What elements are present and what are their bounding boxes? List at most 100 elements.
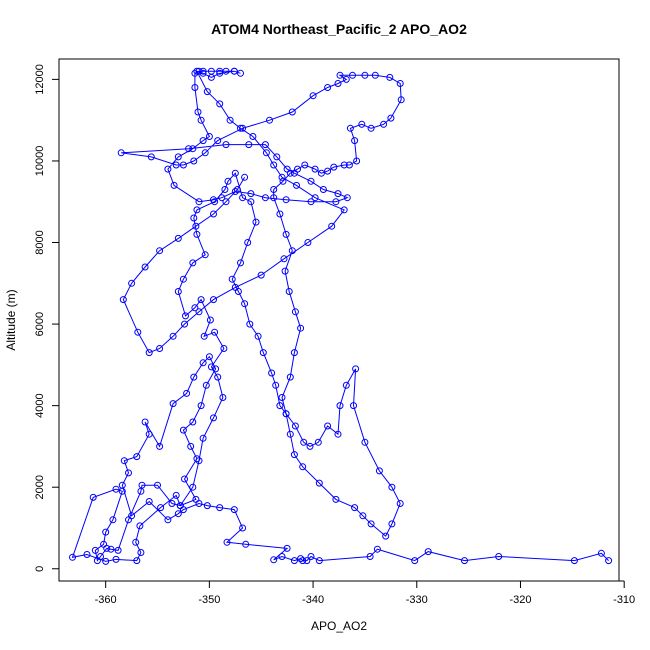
series-line [71, 70, 609, 562]
data-point [336, 71, 344, 79]
data-point [197, 296, 205, 304]
data-point [278, 173, 286, 181]
chart-title: ATOM4 Northeast_Pacific_2 APO_AO2 [211, 21, 467, 37]
data-point [220, 345, 228, 352]
data-point [252, 218, 260, 226]
data-point [351, 504, 359, 512]
data-point [371, 71, 379, 79]
data-point [216, 69, 224, 77]
data-point [353, 157, 361, 165]
data-point [276, 210, 284, 218]
x-tick-label: -340 [302, 594, 324, 606]
data-point [367, 520, 375, 528]
data-point [328, 222, 336, 230]
data-point [109, 516, 117, 524]
data-point [230, 506, 238, 514]
data-point [359, 512, 367, 520]
data-point [334, 430, 342, 438]
data-point [174, 153, 182, 161]
data-point [207, 73, 215, 81]
data-point [315, 479, 323, 487]
data-point [168, 500, 176, 507]
data-point [286, 373, 294, 381]
data-point [237, 124, 244, 132]
data-point [279, 177, 287, 185]
data-point [342, 75, 350, 83]
data-point [299, 463, 307, 471]
data-point [288, 108, 296, 116]
data-point [182, 312, 189, 320]
data-point [216, 100, 224, 108]
data-point [189, 418, 197, 426]
data-point [210, 414, 217, 422]
data-point [241, 173, 249, 181]
data-point [179, 275, 187, 283]
data-point [191, 304, 199, 312]
data-point [156, 345, 164, 352]
data-point [174, 234, 182, 242]
data-point [183, 389, 191, 397]
data-point [201, 149, 209, 157]
y-axis: 0 2000 4000 6000 8000 10000 12000 [34, 64, 60, 572]
data-point [495, 553, 503, 560]
data-point [230, 67, 238, 75]
data-point [190, 157, 198, 165]
data-point [211, 328, 219, 336]
data-point [197, 116, 205, 124]
data-point [202, 381, 210, 389]
data-point [89, 493, 97, 501]
data-point [164, 516, 172, 524]
data-point [107, 545, 115, 553]
data-point [307, 177, 315, 185]
data-point [307, 198, 315, 206]
y-tick-label: 8000 [34, 230, 46, 254]
data-point [346, 124, 354, 132]
data-point [246, 320, 254, 328]
data-point [199, 69, 207, 77]
data-point [192, 495, 200, 503]
data-point [237, 69, 244, 77]
data-point [157, 504, 165, 512]
data-point [297, 555, 305, 563]
data-point [117, 149, 125, 157]
data-point [191, 69, 199, 77]
data-point [242, 540, 250, 548]
data-point [102, 557, 110, 565]
data-point [281, 267, 289, 275]
data-point [194, 108, 202, 116]
data-point [210, 210, 217, 218]
y-axis-label: Altitude (m) [4, 289, 18, 350]
data-point [193, 230, 201, 238]
x-tick-label: -350 [198, 594, 220, 606]
data-point [125, 469, 132, 477]
data-point [382, 532, 390, 540]
data-point [203, 88, 211, 96]
data-point [189, 483, 197, 491]
data-point [288, 247, 296, 255]
data-point [199, 434, 207, 442]
data-point [199, 137, 207, 145]
y-tick-label: 0 [34, 566, 46, 572]
data-point [172, 161, 180, 169]
data-point [136, 522, 144, 530]
data-point [154, 481, 161, 489]
data-point [120, 457, 128, 465]
data-point [69, 553, 76, 561]
data-point [352, 365, 360, 373]
data-point [174, 510, 182, 518]
data-point [259, 349, 267, 357]
data-point [210, 296, 217, 304]
data-point [210, 196, 217, 204]
data-point [268, 369, 276, 377]
data-point [145, 430, 153, 438]
data-point [396, 80, 404, 87]
data-point [304, 239, 312, 246]
data-point [205, 353, 213, 361]
data-point [303, 557, 311, 565]
data-point [411, 557, 419, 565]
data-point [361, 438, 369, 446]
data-point [324, 167, 332, 175]
data-point [192, 222, 200, 230]
data-point [311, 165, 319, 173]
data-point [254, 332, 262, 340]
